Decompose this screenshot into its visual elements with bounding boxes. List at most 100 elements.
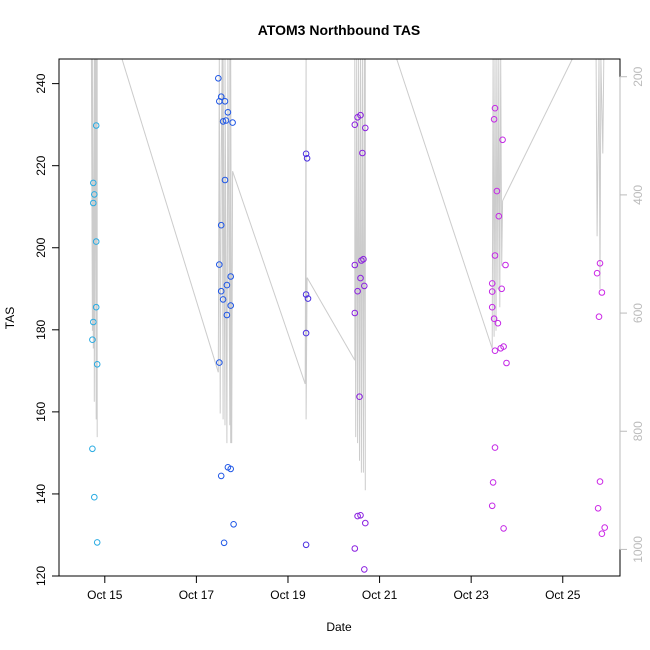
- data-point: [92, 238, 100, 245]
- data-point: [219, 118, 227, 125]
- data-point: [222, 117, 230, 124]
- data-point: [303, 155, 311, 162]
- data-point: [357, 274, 364, 282]
- data-point: [216, 261, 223, 268]
- data-point: [361, 566, 368, 573]
- data-point: [91, 493, 98, 501]
- data-point: [217, 287, 225, 295]
- x-tick-label: Oct 23: [453, 588, 489, 602]
- plot-frame: [58, 58, 621, 577]
- x-tick-label: Oct 21: [362, 588, 398, 602]
- data-point: [488, 280, 496, 287]
- pressure-line: [491, 59, 504, 349]
- data-point: [491, 104, 499, 112]
- data-point: [351, 545, 359, 552]
- chart-title: ATOM3 Northbound TAS: [258, 22, 421, 38]
- data-point: [224, 109, 232, 116]
- data-point: [220, 539, 228, 547]
- data-point: [596, 260, 604, 267]
- data-point: [223, 281, 231, 289]
- x-tick-label: Oct 15: [87, 588, 123, 602]
- data-point: [489, 479, 497, 486]
- x-tick-label: Oct 19: [270, 588, 306, 602]
- data-point: [90, 179, 97, 187]
- data-point: [598, 289, 606, 296]
- data-point: [598, 530, 606, 538]
- data-point: [351, 261, 359, 269]
- data-point: [488, 502, 496, 510]
- data-point: [217, 472, 225, 480]
- data-point: [596, 478, 604, 485]
- data-point: [500, 525, 507, 532]
- data-point: [490, 315, 498, 323]
- data-point: [601, 524, 609, 531]
- data-point: [227, 465, 234, 473]
- pressure-trace: [90, 59, 605, 491]
- data-point: [230, 521, 237, 528]
- data-point: [89, 336, 96, 344]
- data-point: [302, 150, 310, 158]
- data-point: [594, 505, 602, 512]
- data-point: [491, 252, 499, 259]
- tas-points: [89, 75, 609, 573]
- data-point: [359, 149, 366, 157]
- right-axis: 200 400 600 800 1000: [619, 66, 645, 563]
- data-point: [90, 199, 97, 207]
- data-point: [362, 124, 369, 132]
- pressure-line: [90, 59, 98, 438]
- y-tick-label: 140: [34, 484, 48, 504]
- pressure-line: [354, 59, 366, 491]
- data-point: [498, 285, 506, 293]
- y-tick-label: 240: [34, 73, 48, 93]
- data-point: [351, 121, 359, 128]
- data-point: [356, 393, 363, 401]
- y-axis-label: TAS: [3, 307, 17, 329]
- y-tick-label: 120: [34, 566, 48, 586]
- data-point: [490, 116, 498, 123]
- data-point: [595, 313, 603, 321]
- pressure-line: [217, 59, 234, 444]
- x-tick-label: Oct 17: [179, 588, 215, 602]
- data-point: [217, 221, 225, 229]
- data-point: [223, 311, 231, 319]
- pressure-line: [232, 171, 306, 385]
- data-point: [221, 176, 229, 184]
- data-point: [361, 282, 368, 290]
- data-point: [502, 261, 509, 269]
- pressure-line: [304, 59, 308, 420]
- y-tick-label: 160: [34, 402, 48, 422]
- data-point: [219, 296, 227, 303]
- data-point: [351, 309, 359, 317]
- pressure-line: [306, 277, 356, 361]
- data-point: [499, 136, 506, 144]
- data-point: [92, 122, 100, 129]
- y-tick-label: 180: [34, 319, 48, 339]
- pressure-line: [502, 59, 573, 202]
- data-point: [89, 445, 96, 453]
- data-point: [354, 512, 361, 520]
- data-point: [593, 269, 601, 277]
- data-point: [488, 288, 496, 295]
- x-axis: Oct 15 Oct 17 Oct 19 Oct 21 Oct 23 Oct 25: [87, 576, 581, 602]
- data-point: [493, 187, 501, 195]
- pressure-line: [121, 59, 219, 373]
- data-point: [488, 303, 496, 311]
- data-point: [357, 111, 364, 119]
- x-axis-label: Date: [326, 620, 352, 634]
- right-tick-label: 600: [631, 303, 645, 323]
- data-point: [92, 303, 100, 311]
- data-point: [93, 361, 101, 368]
- data-point: [302, 329, 310, 337]
- x-tick-label: Oct 25: [545, 588, 581, 602]
- pressure-line: [396, 59, 493, 349]
- data-point: [216, 359, 223, 366]
- right-tick-label: 400: [631, 185, 645, 205]
- data-point: [491, 347, 499, 355]
- data-point: [503, 359, 510, 367]
- data-point: [91, 191, 98, 198]
- data-point: [215, 75, 222, 82]
- y-axis: 120 140 160 180 200 220 240: [34, 73, 59, 586]
- data-point: [495, 212, 503, 220]
- data-point: [497, 345, 505, 352]
